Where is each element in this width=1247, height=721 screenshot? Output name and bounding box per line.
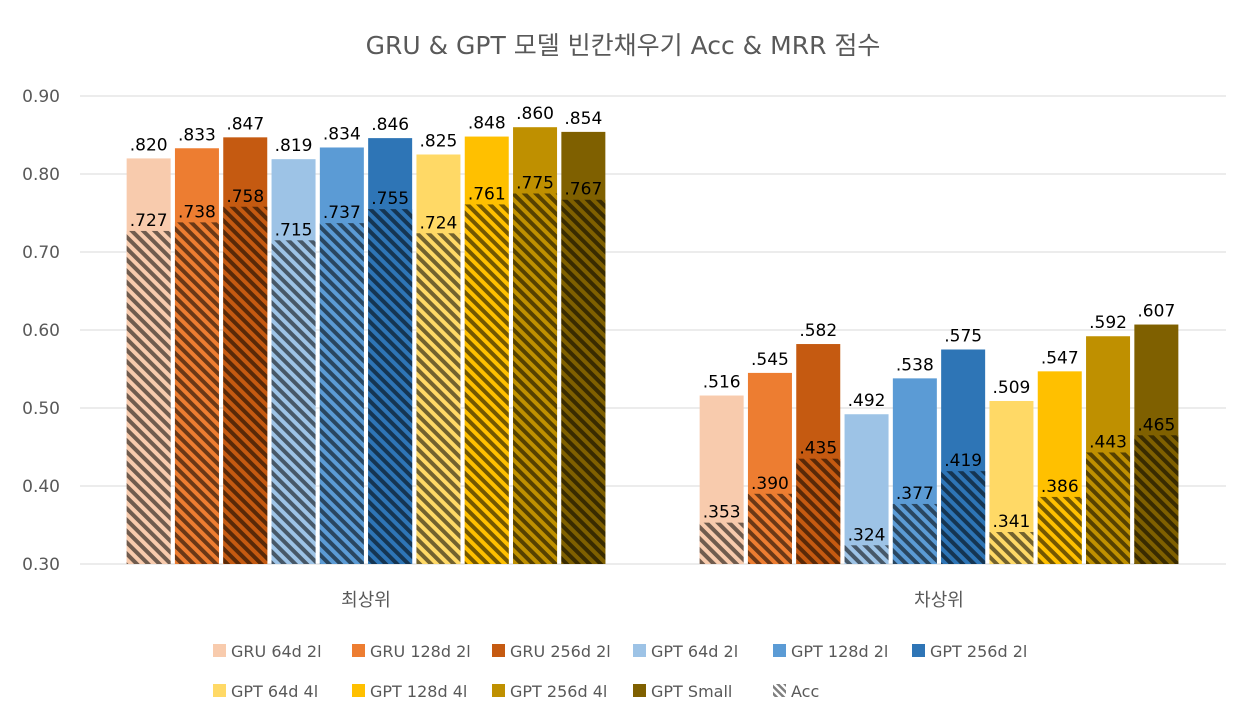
acc-data-label: .386 [1041, 477, 1079, 497]
acc-data-label: .390 [751, 474, 789, 494]
data-labels: .820 .727 .833 .738 .847 .758 .819 .715 .834 .737… [130, 104, 1176, 611]
bar-acc-hatch [1086, 452, 1131, 564]
bar-acc-hatch [464, 204, 509, 565]
mrr-data-label: .825 [420, 132, 458, 152]
legend-swatch [633, 644, 646, 657]
acc-data-label: .443 [1089, 432, 1127, 452]
acc-data-label: .724 [420, 213, 458, 233]
legend-swatch [633, 684, 646, 697]
mrr-data-label: .846 [371, 115, 409, 135]
acc-data-label: .377 [896, 484, 934, 504]
legend-label: GPT Small [651, 682, 732, 701]
mrr-data-label: .854 [564, 109, 602, 129]
bar-acc-hatch [319, 223, 364, 564]
category-label: 차상위 [914, 590, 964, 611]
bar-acc-hatch [271, 240, 316, 565]
acc-data-label: .727 [130, 211, 168, 231]
legend-swatch [213, 644, 226, 657]
category-label: 최상위 [341, 590, 391, 611]
acc-data-label: .324 [848, 525, 886, 545]
mrr-data-label: .547 [1041, 348, 1079, 368]
acc-data-label: .738 [178, 202, 216, 222]
bar-acc-hatch [513, 193, 558, 564]
legend-swatch [213, 684, 226, 697]
legend-swatch [352, 684, 365, 697]
bar-acc-hatch [941, 471, 986, 564]
acc-data-label: .435 [799, 439, 837, 459]
legend-label: GRU 256d 2l [510, 642, 611, 661]
mrr-data-label: .516 [703, 373, 741, 393]
mrr-data-label: .820 [130, 135, 168, 155]
legend-label: GPT 128d 4l [370, 682, 467, 701]
mrr-data-label: .492 [848, 391, 886, 411]
legend: GRU 64d 2l GRU 128d 2l GRU 256d 2l GPT 64d … [213, 642, 1027, 701]
mrr-data-label: .833 [178, 125, 216, 145]
legend-label: GPT 64d 4l [231, 682, 318, 701]
legend-swatch [352, 644, 365, 657]
acc-data-label: .758 [226, 187, 264, 207]
legend-label: GPT 64d 2l [651, 642, 738, 661]
bar-acc-hatch [368, 209, 413, 564]
acc-data-label: .755 [371, 189, 409, 209]
y-tick-label: 0.50 [22, 399, 60, 419]
acc-data-label: .715 [275, 220, 313, 240]
bar-mrr [844, 414, 889, 564]
acc-data-label: .353 [703, 503, 741, 523]
bar-acc-hatch [989, 532, 1034, 564]
acc-data-label: .465 [1137, 415, 1175, 435]
acc-data-label: .761 [468, 184, 506, 204]
legend-swatch [773, 684, 786, 697]
bars [126, 127, 1179, 565]
bar-acc-hatch [796, 458, 841, 564]
acc-data-label: .737 [323, 203, 361, 223]
mrr-data-label: .847 [226, 114, 264, 134]
legend-label: GPT 128d 2l [791, 642, 888, 661]
bar-acc-hatch [699, 522, 744, 564]
legend-swatch [492, 644, 505, 657]
bar-acc-hatch [892, 503, 937, 564]
bar-acc-hatch [1134, 435, 1179, 564]
acc-data-label: .341 [993, 512, 1031, 532]
mrr-data-label: .538 [896, 355, 934, 375]
mrr-data-label: .834 [323, 124, 361, 144]
y-tick-label: 0.70 [22, 243, 60, 263]
mrr-data-label: .582 [799, 321, 837, 341]
y-tick-label: 0.60 [22, 321, 60, 341]
acc-data-label: .775 [516, 174, 554, 194]
mrr-data-label: .860 [516, 104, 554, 124]
legend-label: Acc [791, 682, 819, 701]
legend-label: GPT 256d 4l [510, 682, 607, 701]
mrr-data-label: .575 [944, 327, 982, 347]
acc-data-label: .767 [564, 180, 602, 200]
mrr-data-label: .509 [993, 378, 1031, 398]
mrr-data-label: .592 [1089, 313, 1127, 333]
bar-acc-hatch [223, 206, 268, 564]
acc-data-label: .419 [944, 451, 982, 471]
legend-label: GPT 256d 2l [930, 642, 1027, 661]
mrr-data-label: .819 [275, 136, 313, 156]
chart-title: GRU & GPT 모델 빈칸채우기 Acc & MRR 점수 [366, 31, 881, 60]
mrr-data-label: .607 [1137, 302, 1175, 322]
y-tick-label: 0.90 [22, 87, 60, 107]
bar-acc-hatch [747, 493, 792, 564]
legend-swatch [492, 684, 505, 697]
legend-swatch [773, 644, 786, 657]
legend-swatch [912, 644, 925, 657]
mrr-data-label: .848 [468, 114, 506, 134]
bar-acc-hatch [844, 545, 889, 564]
y-tick-label: 0.30 [22, 555, 60, 575]
y-tick-label: 0.80 [22, 165, 60, 185]
legend-label: GRU 64d 2l [231, 642, 322, 661]
mrr-data-label: .545 [751, 350, 789, 370]
grid: 0.30 0.40 0.50 0.60 0.70 0.80 0.90 [22, 87, 1226, 575]
bar-acc-hatch [174, 222, 219, 565]
bar-acc-hatch [561, 199, 606, 565]
bar-acc-hatch [416, 233, 461, 564]
bar-acc-hatch [126, 230, 171, 564]
y-tick-label: 0.40 [22, 477, 60, 497]
bar-acc-hatch [1037, 496, 1082, 564]
legend-label: GRU 128d 2l [370, 642, 471, 661]
